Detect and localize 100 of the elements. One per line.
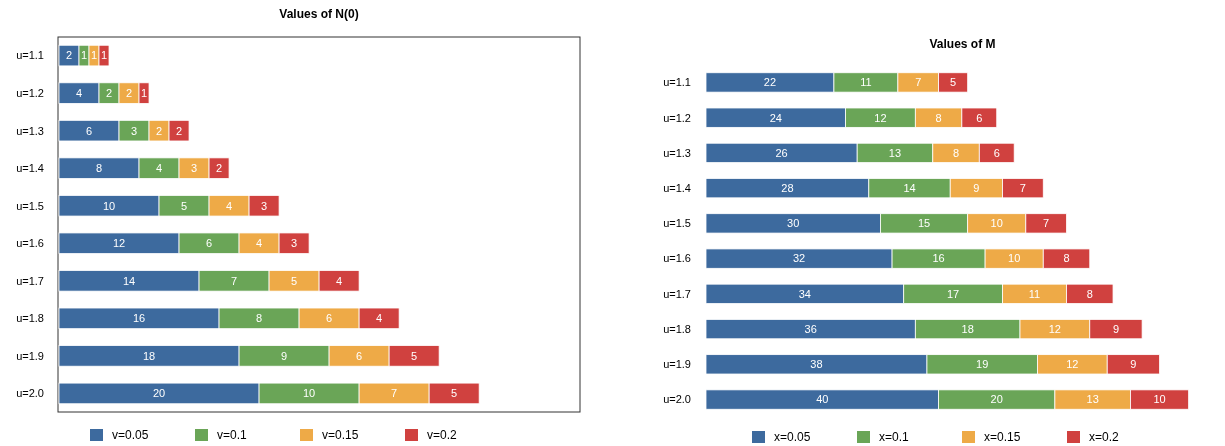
y-tick-label: u=1.2: [16, 86, 44, 99]
data-label: 8: [1086, 287, 1093, 300]
y-tick-label: u=1.3: [16, 124, 44, 137]
y-tick-label: u=1.9: [663, 358, 691, 371]
data-label: 4: [376, 312, 383, 325]
data-label: 10: [102, 199, 116, 212]
data-label: 3: [291, 237, 298, 250]
data-label: 2: [105, 86, 113, 99]
data-label: 3: [261, 199, 268, 212]
data-label: 16: [932, 252, 945, 265]
data-label: 12: [112, 237, 126, 250]
data-label: 22: [763, 76, 777, 89]
legend-label: v=0.1: [217, 428, 248, 443]
y-tick-label: u=1.1: [16, 49, 44, 62]
legend-label: x=0.05: [774, 430, 811, 445]
data-label: 5: [291, 274, 298, 287]
data-label: 9: [1130, 358, 1137, 371]
data-label: 19: [976, 358, 989, 371]
y-tick-label: u=1.8: [663, 322, 691, 335]
legend-label: x=0.2: [1089, 430, 1120, 445]
data-label: 7: [391, 387, 398, 400]
data-label: 10: [1153, 393, 1166, 406]
data-label: 4: [226, 199, 233, 212]
y-tick-label: u=1.4: [663, 182, 691, 194]
data-label: 24: [769, 111, 782, 124]
data-label: 5: [451, 387, 458, 400]
y-tick-label: u=1.9: [16, 349, 44, 362]
legend-label: v=0.05: [112, 428, 149, 443]
data-label: 10: [990, 217, 1003, 230]
data-label: 6: [206, 237, 213, 250]
data-label: 7: [1043, 217, 1050, 230]
y-tick-label: u=1.5: [16, 199, 44, 212]
data-label: 18: [142, 349, 156, 362]
data-label: 4: [256, 237, 263, 250]
data-label: 2: [65, 49, 73, 62]
data-label: 8: [935, 111, 942, 124]
chart-title: Values of N(0): [279, 7, 359, 21]
data-label: 17: [947, 287, 960, 300]
y-tick-label: u=2.0: [16, 387, 44, 400]
data-label: 13: [888, 146, 902, 159]
data-label: 12: [1066, 358, 1079, 371]
data-label: 11: [860, 76, 872, 89]
y-tick-label: u=1.8: [16, 312, 44, 325]
data-label: 10: [302, 387, 316, 400]
data-label: 11: [1028, 287, 1041, 300]
data-label: 26: [775, 146, 788, 159]
data-label: 40: [816, 393, 829, 406]
y-tick-label: u=1.3: [663, 146, 691, 159]
data-label: 5: [180, 199, 188, 212]
data-label: 20: [152, 387, 166, 400]
y-tick-label: u=2.0: [663, 393, 691, 406]
data-label: 36: [804, 322, 817, 335]
legend-label: v=0.2: [427, 428, 458, 443]
data-label: 15: [917, 217, 931, 230]
legend-label: x=0.1: [879, 430, 910, 445]
y-tick-label: u=1.5: [663, 217, 691, 230]
data-label: 2: [155, 124, 163, 137]
data-label: 38: [810, 358, 823, 371]
data-label: 3: [130, 124, 138, 137]
data-label: 34: [798, 287, 811, 300]
data-label: 18: [961, 322, 974, 335]
data-label: 6: [85, 124, 93, 137]
y-tick-label: u=1.1: [663, 76, 691, 89]
data-label: 14: [903, 182, 916, 194]
data-label: 7: [231, 274, 238, 287]
data-label: 4: [336, 274, 343, 287]
data-label: 30: [787, 217, 800, 230]
y-tick-label: u=1.7: [16, 274, 44, 287]
data-label: 9: [973, 182, 980, 194]
data-label: 1: [80, 49, 88, 62]
y-tick-label: u=1.4: [16, 162, 44, 175]
data-label: 6: [326, 312, 333, 325]
data-label: 12: [1048, 322, 1062, 335]
data-label: 2: [175, 124, 183, 137]
data-label: 8: [256, 312, 263, 325]
chart-title: Values of M: [929, 37, 996, 51]
data-label: 4: [155, 162, 163, 175]
data-label: 6: [976, 111, 983, 124]
data-label: 14: [122, 274, 136, 287]
legend-label: x=0.15: [984, 430, 1021, 445]
legend-label: v=0.15: [322, 428, 359, 443]
data-label: 28: [781, 182, 794, 194]
y-tick-label: u=1.6: [16, 237, 44, 250]
data-label: 3: [190, 162, 198, 175]
data-label: 7: [1019, 182, 1026, 194]
data-label: 2: [125, 86, 133, 99]
data-label: 8: [95, 162, 103, 175]
data-label: 5: [950, 76, 957, 89]
data-label: 9: [281, 349, 288, 362]
data-label: 7: [915, 76, 922, 89]
y-tick-label: u=1.2: [663, 111, 691, 124]
data-label: 1: [90, 49, 98, 62]
data-label: 12: [874, 111, 887, 124]
data-label: 8: [1063, 252, 1070, 265]
data-label: 13: [1086, 393, 1099, 406]
data-label: 5: [411, 349, 418, 362]
y-tick-label: u=1.6: [663, 252, 691, 265]
data-label: 4: [75, 86, 83, 99]
data-label: 20: [990, 393, 1003, 406]
data-label: 10: [1008, 252, 1021, 265]
